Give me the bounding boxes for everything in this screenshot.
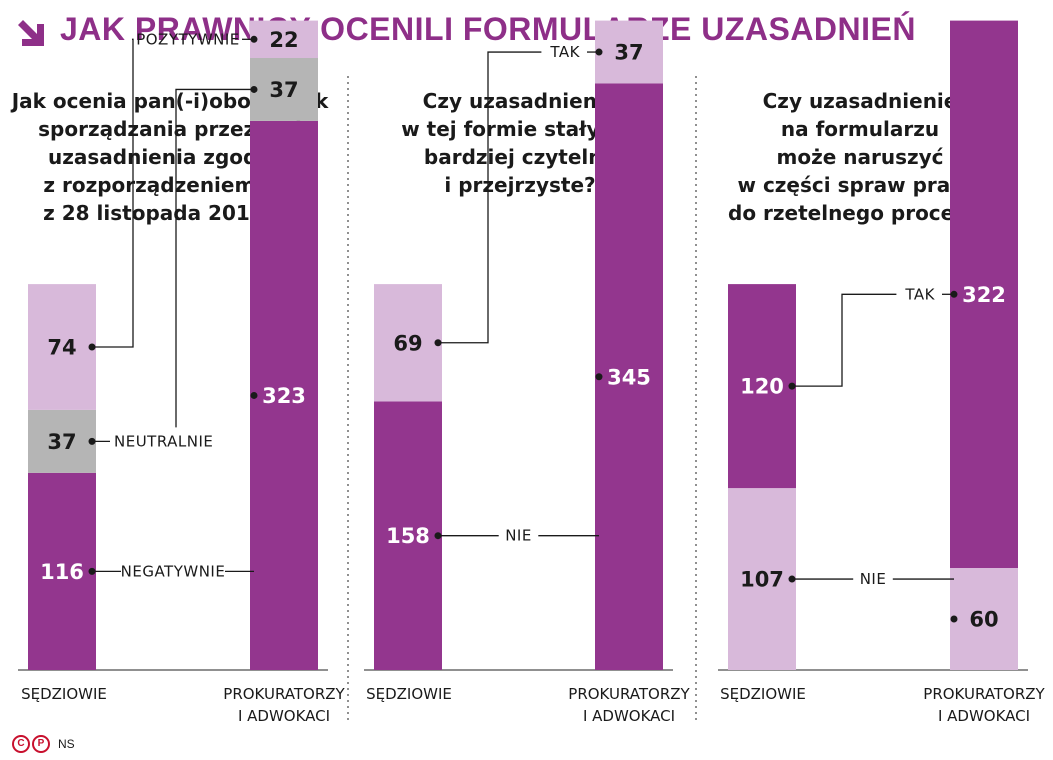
data-label: 60 [969, 608, 998, 632]
charts: Jak ocenia pan(-i)obowiązeksporządzania … [10, 20, 1046, 725]
data-label: 322 [962, 283, 1006, 307]
leader-lines [438, 51, 599, 537]
leader-lines [792, 293, 954, 580]
leader-dot [434, 339, 442, 347]
leader-line [92, 38, 134, 348]
source-label: NS [58, 737, 75, 751]
chart-title-line: Czy uzasadnienie [763, 89, 958, 113]
data-label: 345 [607, 365, 651, 389]
leader-dot [250, 35, 258, 43]
data-label: 158 [386, 524, 430, 548]
bar-segment [595, 83, 663, 670]
bar-segment [250, 120, 318, 670]
category-label: SĘDZIOWIE [720, 685, 806, 703]
chart-1: Jak ocenia pan(-i)obowiązeksporządzania … [10, 20, 346, 725]
footer: C P NS [12, 733, 75, 755]
bar-segment [374, 401, 442, 670]
chart-title-line: może naruszyć [776, 145, 943, 169]
leader-dot [88, 437, 96, 445]
data-label: 37 [614, 41, 643, 65]
logo: C P [12, 735, 50, 753]
leader-line [175, 88, 254, 428]
series-label: TAK [549, 43, 580, 61]
bar-segment [374, 284, 442, 402]
bar-segment [950, 20, 1018, 569]
logo-p: P [32, 735, 50, 753]
chart-title-line: Czy uzasadnienia [423, 89, 618, 113]
page-title: JAK PRAWNICY OCENILI FORMULARZE UZASADNI… [60, 11, 916, 47]
bar-segment [28, 472, 96, 670]
data-label: 69 [393, 331, 422, 355]
data-label: 323 [262, 384, 306, 408]
leader-dot [88, 567, 96, 575]
data-label: 74 [47, 336, 76, 360]
category-label: I ADWOKACI [938, 707, 1030, 725]
bar-segment [28, 409, 96, 473]
data-label: 37 [47, 430, 76, 454]
chart-title-line: do rzetelnego procesu? [728, 201, 992, 225]
leader-dot [434, 532, 442, 540]
chart-title-line: na formularzu [781, 117, 939, 141]
leader-dot [250, 85, 258, 93]
bar-segment [250, 58, 318, 121]
leader-dot [595, 48, 603, 56]
data-label: 107 [740, 568, 784, 592]
bar-segment [728, 284, 796, 489]
chart-title-line: i przejrzyste? [444, 173, 595, 197]
series-label: NIE [505, 527, 532, 545]
header: JAK PRAWNICY OCENILI FORMULARZE UZASADNI… [0, 0, 1053, 60]
bar-segment [950, 568, 1018, 670]
bar-segment [728, 488, 796, 670]
bar-segment [250, 20, 318, 59]
logo-c: C [12, 735, 30, 753]
leader-dot [788, 575, 796, 583]
data-label: 37 [269, 78, 298, 102]
leader-dot [250, 391, 258, 399]
chart-3: Czy uzasadnienie na formularzu może narusz… [718, 20, 1046, 725]
leader-dot [950, 615, 958, 623]
series-label: NEGATYWNIE [121, 562, 226, 580]
leader-line [438, 51, 542, 344]
series-label: NEUTRALNIE [114, 432, 213, 450]
chart-title-line: bardziej czytelne [424, 145, 616, 169]
data-label: 120 [740, 375, 784, 399]
series-label: TAK [904, 285, 935, 303]
category-label: PROKURATORZY [923, 685, 1045, 703]
bar-segment [595, 20, 663, 84]
leader-line [792, 293, 897, 387]
data-label: 22 [269, 28, 298, 52]
data-label: 116 [40, 560, 84, 584]
category-label: PROKURATORZY [568, 685, 690, 703]
series-label: NIE [860, 570, 887, 588]
leader-dot [88, 343, 96, 351]
leader-dot [950, 290, 958, 298]
category-label: I ADWOKACI [583, 707, 675, 725]
category-label: SĘDZIOWIE [366, 685, 452, 703]
category-label: PROKURATORZY [223, 685, 345, 703]
bar-segment [28, 284, 96, 410]
category-label: I ADWOKACI [238, 707, 330, 725]
category-label: SĘDZIOWIE [21, 685, 107, 703]
leader-dot [788, 382, 796, 390]
leader-dot [595, 373, 603, 381]
arrow-down-right-icon [18, 20, 44, 46]
chart-title-line: w części spraw prawo [738, 173, 983, 197]
series-label: POZYTYWNIE [136, 30, 240, 48]
